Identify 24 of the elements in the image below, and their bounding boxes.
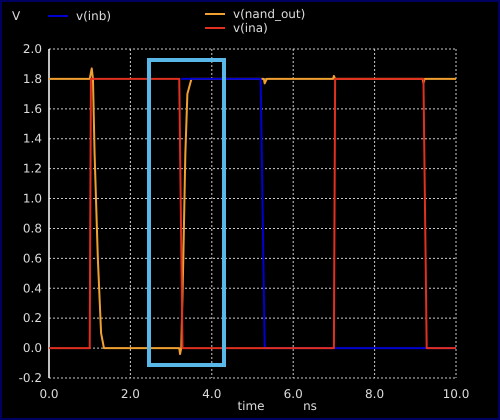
y-axis-title: V bbox=[12, 9, 21, 23]
y-tick-label: 1.6 bbox=[22, 102, 42, 116]
legend-label: v(nand_out) bbox=[233, 7, 306, 21]
y-tick-label: 0.6 bbox=[22, 251, 42, 266]
text: ns bbox=[303, 399, 317, 413]
x-tick-label: 0.0 bbox=[39, 387, 59, 401]
y-tick-label: 0.8 bbox=[22, 221, 42, 236]
y-tick-label: 0.4 bbox=[22, 281, 42, 296]
y-tick-label: 1.0 bbox=[22, 192, 42, 206]
y-tick-label: 1.4 bbox=[22, 132, 42, 146]
legend-label: v(ina) bbox=[233, 21, 268, 35]
y-tick-label: 0.0 bbox=[22, 341, 42, 356]
x-axis-title: time bbox=[237, 399, 265, 413]
y-tick-label: -0.2 bbox=[18, 371, 42, 385]
legend-label: v(inb) bbox=[76, 9, 112, 23]
y-tick-label: 2.0 bbox=[22, 42, 42, 56]
y-tick-label: 1.2 bbox=[22, 162, 42, 176]
x-tick-label: 8.0 bbox=[365, 387, 384, 401]
x-tick-label: 2.0 bbox=[120, 387, 140, 401]
x-tick-label: 10.0 bbox=[442, 387, 470, 401]
x-tick-label: 4.0 bbox=[202, 387, 222, 401]
x-tick-label: 6.0 bbox=[284, 387, 303, 401]
y-tick-label: 1.8 bbox=[22, 72, 42, 86]
y-tick-label: 0.2 bbox=[22, 311, 42, 326]
